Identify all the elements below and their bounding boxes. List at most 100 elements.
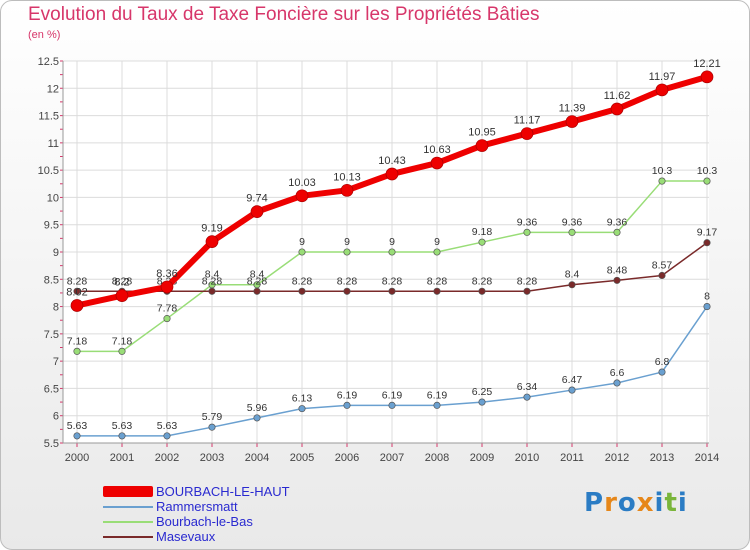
data-label: 8.28 [472, 275, 493, 287]
data-point [208, 423, 216, 431]
data-point [388, 401, 396, 409]
data-label: 6.34 [517, 381, 538, 393]
proxiti-logo: Proxiti [584, 488, 688, 518]
data-point [388, 287, 396, 295]
data-point [610, 102, 624, 116]
data-point [388, 248, 396, 256]
legend-label: Bourbach-le-Bas [156, 514, 253, 529]
data-label: 9 [389, 236, 395, 248]
data-point [568, 386, 576, 394]
data-point [523, 287, 531, 295]
legend-swatch [103, 486, 153, 497]
data-label: 8.36 [156, 268, 177, 280]
data-label: 9.17 [697, 227, 718, 239]
data-label: 8.28 [112, 275, 133, 287]
y-tick-label: 5.5 [44, 438, 59, 450]
data-point [703, 239, 711, 247]
legend-swatch [103, 536, 153, 538]
x-tick-label: 2013 [650, 452, 674, 464]
data-label: 8.4 [565, 269, 580, 281]
y-tick-label: 8 [53, 302, 59, 314]
x-tick-label: 2010 [515, 452, 539, 464]
x-tick-label: 2005 [290, 452, 314, 464]
y-tick-label: 6.5 [44, 383, 59, 395]
data-label: 11.17 [514, 115, 541, 127]
data-label: 10.13 [333, 171, 361, 183]
data-label: 8 [704, 291, 710, 303]
data-label: 8.28 [292, 275, 313, 287]
data-label: 9.36 [562, 216, 583, 228]
data-label: 8.4 [205, 269, 220, 281]
data-label: 10.43 [378, 155, 406, 167]
data-point [520, 127, 534, 140]
y-tick-label: 8.5 [44, 274, 59, 286]
data-label: 9 [344, 236, 350, 248]
y-tick-label: 6 [53, 411, 59, 423]
data-point [70, 299, 84, 312]
data-label: 9.74 [246, 193, 267, 205]
legend-swatch [103, 506, 153, 508]
data-label: 7.78 [157, 303, 178, 315]
data-point [613, 379, 621, 387]
data-label: 8.48 [607, 264, 628, 276]
data-label: 8.28 [517, 275, 538, 287]
data-label: 5.79 [202, 411, 223, 423]
data-point [523, 228, 531, 236]
data-label: 8.57 [652, 259, 673, 271]
data-point [298, 287, 306, 295]
x-tick-label: 2011 [560, 452, 584, 464]
data-point [613, 228, 621, 236]
legend-swatch [103, 521, 153, 523]
data-label: 9.36 [517, 216, 538, 228]
data-label: 7.18 [67, 335, 88, 347]
y-tick-label: 9 [53, 247, 59, 259]
data-point [658, 368, 666, 376]
data-point [385, 167, 399, 181]
y-tick-label: 10.5 [38, 165, 59, 177]
data-label: 9.36 [607, 216, 628, 228]
data-label: 12.21 [693, 58, 721, 70]
y-tick-label: 11.5 [38, 111, 59, 123]
x-tick-label: 2001 [110, 452, 134, 464]
data-point [433, 248, 441, 256]
data-label: 6.13 [292, 393, 313, 405]
data-point [433, 287, 441, 295]
data-point [478, 398, 486, 406]
x-tick-label: 2014 [695, 452, 719, 464]
data-point [523, 393, 531, 401]
y-tick-label: 12 [47, 83, 59, 95]
data-label: 5.63 [112, 420, 133, 432]
data-label: 10.3 [697, 165, 718, 177]
data-label: 6.19 [337, 389, 358, 401]
y-tick-label: 12.5 [38, 56, 59, 68]
x-tick-label: 2003 [200, 452, 224, 464]
data-label: 8.28 [337, 275, 358, 287]
data-point [568, 281, 576, 289]
data-label: 10.3 [652, 165, 673, 177]
data-label: 9.18 [472, 226, 493, 238]
data-point [115, 289, 129, 303]
chart-subtitle: (en %) [28, 29, 61, 41]
y-tick-label: 10 [47, 192, 59, 204]
data-point [253, 414, 261, 422]
data-label: 9 [434, 236, 440, 248]
x-tick-label: 2000 [65, 452, 89, 464]
legend-label: Masevaux [156, 529, 216, 544]
data-point [343, 287, 351, 295]
data-point [343, 248, 351, 256]
data-label: 10.95 [468, 127, 496, 139]
data-point [250, 205, 264, 218]
data-point [658, 271, 666, 280]
data-label: 5.63 [157, 420, 178, 432]
x-tick-label: 2012 [605, 452, 629, 464]
line-chart: 5.5 6 6.5 7 7.5 8 8.5 9 9.5 10 10.5 11 11.5 12 12.5 200… [38, 56, 721, 464]
data-point [433, 401, 441, 409]
data-label: 8.02 [66, 286, 87, 298]
data-label: 6.8 [655, 356, 670, 368]
data-point [430, 156, 444, 170]
x-tick-label: 2007 [380, 452, 404, 464]
data-label: 6.19 [382, 389, 403, 401]
legend-label: BOURBACH-LE-HAUT [156, 484, 290, 499]
data-point [163, 315, 171, 323]
